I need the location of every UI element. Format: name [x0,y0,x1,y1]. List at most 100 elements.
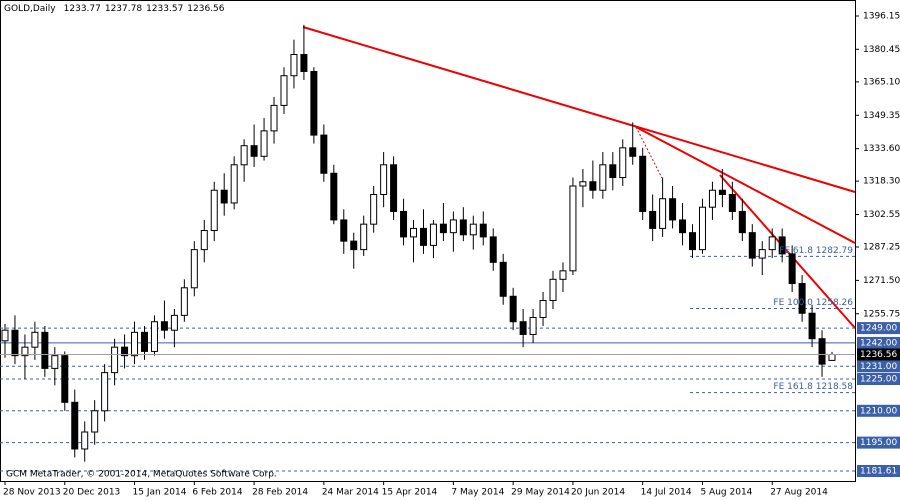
candle-body [31,331,39,348]
candle-body [589,181,597,191]
level-label-box [857,436,900,449]
candle-body [738,210,746,234]
candle-body [101,372,109,412]
x-tick-label: 24 Mar 2014 [322,488,379,498]
candle-body [360,223,368,251]
candle-body [768,236,776,251]
y-tick-label: 1396.15 [863,12,900,22]
y-tick-label: 1333.60 [863,144,900,154]
candle-body [71,401,79,450]
trend-line [302,26,856,193]
candle-body [708,189,716,208]
level-label-box [857,336,900,349]
y-tick-label: 1287.25 [863,242,900,252]
x-tick-label: 20 Jun 2014 [571,488,625,498]
chart-title: GOLD,Daily 1233.77 1237.78 1233.57 1236.56 [4,4,225,14]
symbol: GOLD,Daily [4,4,56,14]
candle-body [210,189,218,232]
watermark: GCM MetaTrader, © 2001-2014, MetaQuotes … [6,470,277,480]
candle-body [459,219,467,236]
level-label-box [857,372,900,385]
x-tick-label: 5 Aug 2014 [700,488,752,498]
candle-body [679,219,687,234]
candle-body [270,104,278,132]
candle-body [539,300,547,318]
x-tick-label: 28 Feb 2014 [252,488,308,498]
candle-body [260,130,268,157]
candle-body [808,312,816,340]
candle-body [579,181,587,187]
plot [0,24,855,472]
trend-line [635,126,663,179]
y-tick-label: 1318.30 [863,177,900,187]
ohlc-close: 1236.56 [187,4,224,14]
level-label: 1249.00 [860,324,897,334]
candle-body [11,329,19,357]
candle-body [419,227,427,246]
candle-body [180,287,188,316]
candle-body [320,134,328,174]
y-tick-label: 1365.10 [863,77,900,87]
candle-body [549,278,557,302]
price-label: 1236.56 [860,350,897,360]
candle-body [649,210,657,229]
candle-body [300,54,308,72]
candle-body [639,155,647,212]
candle-body [380,164,388,195]
candle-body [81,431,89,450]
candle-body [689,232,697,251]
level-label-box [857,360,900,373]
candle-body [61,355,69,403]
candle-body [798,283,806,314]
ohlc-high: 1237.78 [105,4,142,14]
fib-label: FE 161.8 1218.58 [773,382,853,392]
trend-line [635,126,856,244]
candle-body [350,240,358,251]
candle-body [788,253,796,285]
candle-body [121,346,129,357]
level-label: 1225.00 [860,374,897,384]
candle-body [200,230,208,251]
y-tick-label: 1380.45 [863,45,900,55]
level-label-box [857,465,900,478]
candle-body [449,219,457,234]
x-tick-label: 28 Nov 2013 [3,488,61,498]
candle-body [1,329,9,342]
candle-body [410,227,418,238]
x-tick-label: 20 Dec 2013 [63,488,120,498]
candle-body [718,189,726,195]
candle-body [250,145,258,157]
candle-body [818,338,826,365]
level-label: 1231.00 [860,362,897,372]
candle-body [131,331,139,357]
candle-body [429,223,437,246]
candle-body [170,314,178,331]
candle-body [609,164,617,179]
candle-body [310,70,318,136]
ohlc-low: 1233.57 [146,4,183,14]
y-tick-label: 1349.35 [863,111,900,121]
level-label-box [857,322,900,335]
y-tick-label: 1255.75 [863,309,900,319]
candle-body [150,321,158,352]
candle-body [748,232,756,259]
candle-body [469,223,477,236]
level-label: 1242.00 [860,338,897,348]
candle-body [51,355,59,369]
fib-label: FE 100.0 1258.26 [773,298,853,308]
x-tick-label: 6 Feb 2014 [192,488,243,498]
candle-body [619,147,627,179]
candle-body [400,210,408,238]
candle-body [489,236,497,263]
candle-body [698,206,706,251]
candle-body [569,185,577,272]
candle-body [828,353,836,361]
x-tick-label: 15 Apr 2014 [382,488,438,498]
candle-body [91,410,99,433]
candle-body [280,75,288,106]
candle-body [669,198,677,221]
candle-body [370,193,378,225]
plot-frame [0,0,856,482]
candle-body [499,261,507,297]
